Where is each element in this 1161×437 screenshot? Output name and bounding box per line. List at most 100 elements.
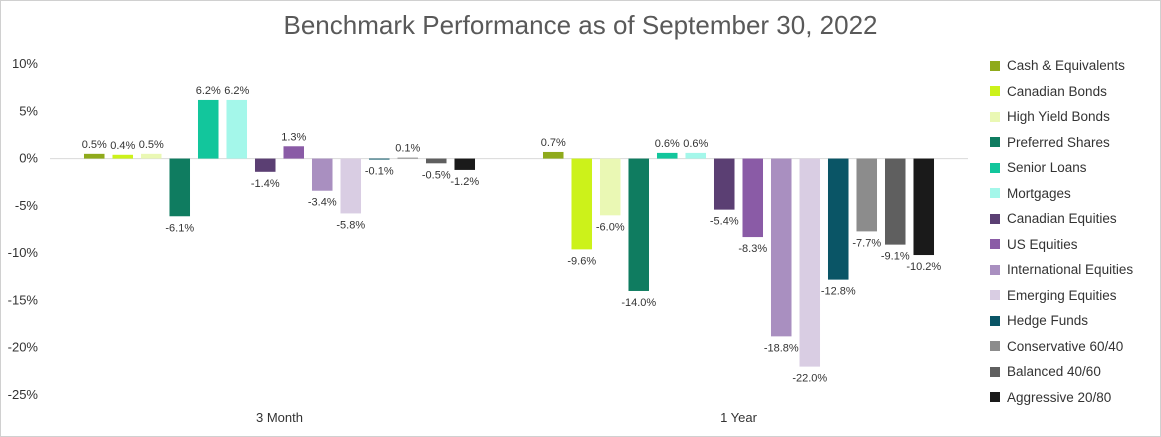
data-label: -12.8% — [821, 286, 856, 298]
legend-label: Cash & Equivalents — [1007, 58, 1125, 74]
y-tick-label: -10% — [8, 245, 39, 260]
data-label: -0.5% — [422, 169, 451, 181]
y-tick-label: 0% — [19, 151, 38, 166]
bar — [713, 158, 735, 210]
legend-swatch — [990, 188, 1000, 199]
legend-label: Canadian Equities — [1007, 211, 1117, 227]
bar — [571, 158, 593, 250]
legend-item: International Equities — [990, 257, 1158, 283]
legend-swatch — [990, 239, 1000, 250]
legend-item: Hedge Funds — [990, 308, 1158, 334]
legend-label: Senior Loans — [1007, 160, 1087, 176]
data-label: -0.1% — [365, 166, 394, 178]
legend-label: International Equities — [1007, 262, 1134, 278]
legend-label: Canadian Bonds — [1007, 83, 1107, 99]
data-label: 0.7% — [541, 137, 566, 149]
y-tick-label: 10% — [12, 56, 38, 71]
legend-item: US Equities — [990, 232, 1158, 258]
legend-swatch — [990, 162, 1000, 173]
legend-label: Mortgages — [1007, 185, 1071, 201]
bar — [254, 158, 276, 172]
bar — [599, 158, 621, 216]
y-tick-label: 5% — [19, 103, 38, 118]
bar — [454, 158, 476, 170]
bar — [856, 158, 878, 232]
legend-swatch — [990, 341, 1000, 352]
bar — [742, 158, 764, 238]
data-label: 0.5% — [82, 139, 107, 151]
bar — [425, 158, 447, 164]
data-label: 0.6% — [655, 138, 680, 150]
legend-item: Preferred Shares — [990, 130, 1158, 156]
x-category-label: 3 Month — [256, 410, 303, 425]
legend-item: Balanced 40/60 — [990, 359, 1158, 385]
data-label: -6.1% — [165, 222, 194, 234]
legend-swatch — [990, 213, 1000, 224]
y-tick-label: -20% — [8, 340, 39, 355]
data-label: 0.5% — [139, 139, 164, 151]
legend-swatch — [990, 137, 1000, 148]
legend-label: Hedge Funds — [1007, 313, 1089, 329]
bar — [827, 158, 849, 280]
legend-swatch — [990, 392, 1000, 403]
data-label: -1.4% — [251, 178, 280, 190]
legend-label: US Equities — [1007, 236, 1078, 252]
legend-swatch — [990, 60, 1000, 71]
data-label: -8.3% — [738, 243, 767, 255]
data-label: -5.4% — [710, 216, 739, 228]
data-label: 6.2% — [224, 85, 249, 97]
bar — [340, 158, 362, 214]
legend-item: Mortgages — [990, 181, 1158, 207]
data-label: -5.8% — [336, 219, 365, 231]
bar — [368, 158, 390, 160]
data-label: 1.3% — [281, 131, 306, 143]
legend-label: Preferred Shares — [1007, 134, 1110, 150]
bar — [542, 151, 564, 159]
data-label: 6.2% — [196, 85, 221, 97]
bar — [799, 158, 821, 367]
data-label: -18.8% — [764, 342, 799, 354]
legend-swatch — [990, 264, 1000, 275]
legend-label: Emerging Equities — [1007, 287, 1117, 303]
chart-title: Benchmark Performance as of September 30… — [283, 10, 878, 40]
y-tick-label: -25% — [8, 387, 39, 402]
legend-item: Senior Loans — [990, 155, 1158, 181]
legend-swatch — [990, 111, 1000, 122]
data-label: -14.0% — [621, 297, 656, 309]
bar — [83, 153, 105, 159]
legend-item: High Yield Bonds — [990, 104, 1158, 130]
bar — [913, 158, 935, 256]
legend-swatch — [990, 366, 1000, 377]
legend-item: Conservative 60/40 — [990, 334, 1158, 360]
bar — [112, 154, 134, 159]
bar — [884, 158, 906, 245]
data-label: -9.6% — [567, 255, 596, 267]
bar — [628, 158, 650, 291]
y-tick-label: -15% — [8, 292, 39, 307]
bar — [283, 146, 305, 159]
legend-item: Emerging Equities — [990, 283, 1158, 309]
data-label: 0.6% — [683, 138, 708, 150]
data-label: -10.2% — [906, 261, 941, 273]
x-category-label: 1 Year — [720, 410, 758, 425]
legend-label: Conservative 60/40 — [1007, 338, 1124, 354]
legend-item: Aggressive 20/80 — [990, 385, 1158, 411]
data-label: -9.1% — [881, 251, 910, 263]
bar — [685, 152, 707, 159]
y-tick-label: -5% — [15, 198, 39, 213]
bar — [226, 99, 248, 159]
legend-label: Aggressive 20/80 — [1007, 389, 1112, 405]
bar — [169, 158, 191, 217]
chart-legend: Cash & Equivalents Canadian Bonds High Yie… — [990, 53, 1158, 410]
data-label: 0.4% — [110, 140, 135, 152]
bar — [140, 153, 162, 159]
legend-swatch — [990, 290, 1000, 301]
legend-item: Cash & Equivalents — [990, 53, 1158, 79]
legend-swatch — [990, 86, 1000, 97]
legend-label: Balanced 40/60 — [1007, 364, 1101, 380]
data-label: -1.2% — [450, 176, 479, 188]
data-label: -22.0% — [792, 373, 827, 385]
legend-swatch — [990, 315, 1000, 326]
bar — [397, 157, 419, 159]
